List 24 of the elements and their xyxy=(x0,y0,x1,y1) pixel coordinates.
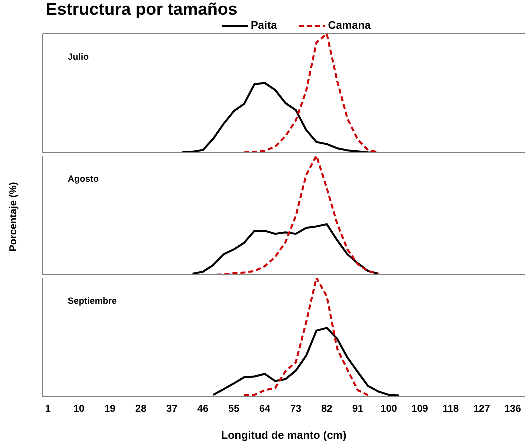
x-tick-label: 136 xyxy=(504,404,522,416)
y-axis-title: Porcentaje (%) xyxy=(8,182,20,252)
x-tick-label: 10 xyxy=(74,404,86,416)
x-tick-label: 118 xyxy=(442,404,460,416)
x-tick-label: 1 xyxy=(45,404,52,416)
x-tick-label: 64 xyxy=(260,404,272,416)
x-tick-label: 46 xyxy=(198,404,210,416)
x-tick-label: 19 xyxy=(104,404,116,416)
chart-title: Estructura por tamaños xyxy=(45,0,239,19)
x-tick-label: 127 xyxy=(474,404,491,416)
x-axis-title: Longitud de manto (cm) xyxy=(221,430,347,442)
x-tick-label: 37 xyxy=(166,404,178,416)
x-tick-label: 73 xyxy=(290,404,302,416)
x-tick-label: 55 xyxy=(228,404,240,416)
annotation: Septiembre xyxy=(68,296,118,306)
x-tick-label: 28 xyxy=(136,404,148,416)
annotation: Agosto xyxy=(68,174,99,184)
x-tick-label: 100 xyxy=(380,404,398,416)
legend-label: Paita xyxy=(250,20,278,32)
x-tick-label: 82 xyxy=(321,404,334,416)
x-tick-label: 109 xyxy=(412,404,429,416)
annotation: Julio xyxy=(68,52,90,62)
legend-label: Camana xyxy=(328,20,372,32)
x-tick-label: 91 xyxy=(352,404,364,416)
